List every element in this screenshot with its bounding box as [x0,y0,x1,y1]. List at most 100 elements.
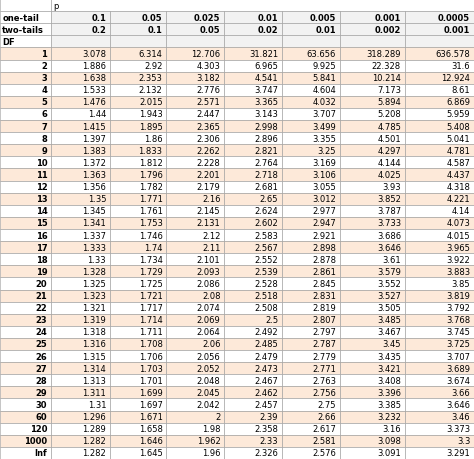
Bar [282,447,340,459]
Bar [340,302,405,314]
Text: 1.753: 1.753 [139,219,163,228]
Text: 3.707: 3.707 [312,110,336,119]
Text: 2.06: 2.06 [202,340,220,349]
Text: 2.12: 2.12 [202,231,220,240]
Bar [340,48,405,61]
Text: 30: 30 [36,400,47,409]
Bar [166,350,224,362]
Bar [282,375,340,386]
Text: 2.681: 2.681 [255,183,278,192]
Bar [166,362,224,375]
Bar [0,411,51,423]
Bar [110,362,166,375]
Text: 1.706: 1.706 [139,352,163,361]
Bar [166,84,224,97]
Text: 3.098: 3.098 [377,437,401,445]
Bar [166,24,224,36]
Text: 2.65: 2.65 [260,195,278,204]
Text: 3.883: 3.883 [446,267,470,276]
Text: 1.318: 1.318 [82,328,106,336]
Bar [282,435,340,447]
Bar [224,314,282,326]
Bar [166,121,224,133]
Text: 5.959: 5.959 [447,110,470,119]
Text: 2.33: 2.33 [260,437,278,445]
Text: 1.796: 1.796 [139,171,163,179]
Text: 20: 20 [36,280,47,288]
Bar [405,181,474,193]
Text: 0.001: 0.001 [374,14,401,22]
Text: 1.645: 1.645 [139,448,163,458]
Text: 2.145: 2.145 [197,207,220,216]
Bar [224,411,282,423]
Text: 4.781: 4.781 [447,146,470,156]
Bar [51,97,110,109]
Text: 1.533: 1.533 [82,86,106,95]
Bar [0,145,51,157]
Text: 3.646: 3.646 [377,243,401,252]
Bar [282,181,340,193]
Bar [340,266,405,278]
Bar [110,447,166,459]
Text: 1.658: 1.658 [139,424,163,433]
Text: 1.833: 1.833 [138,146,163,156]
Text: 2.101: 2.101 [197,255,220,264]
Bar [110,398,166,411]
Bar [110,266,166,278]
Bar [340,61,405,73]
Text: 1.296: 1.296 [82,412,106,421]
Text: 3.485: 3.485 [377,316,401,325]
Text: 3.46: 3.46 [452,412,470,421]
Bar [166,218,224,230]
Bar [166,411,224,423]
Bar [110,302,166,314]
Bar [224,145,282,157]
Text: 3.232: 3.232 [377,412,401,421]
Bar [110,36,166,48]
Bar [51,24,110,36]
Text: 3.66: 3.66 [451,388,470,397]
Text: 4.785: 4.785 [377,123,401,131]
Text: 2.069: 2.069 [197,316,220,325]
Text: 4.604: 4.604 [312,86,336,95]
Bar [0,181,51,193]
Text: 2.831: 2.831 [312,291,336,301]
Text: 24: 24 [36,328,47,336]
Text: 4.015: 4.015 [447,231,470,240]
Text: 2.39: 2.39 [260,412,278,421]
Text: 1.782: 1.782 [139,183,163,192]
Text: two-tails: two-tails [2,26,44,35]
Text: 4.303: 4.303 [197,62,220,71]
Bar [224,84,282,97]
Text: 2.771: 2.771 [312,364,336,373]
Bar [340,121,405,133]
Bar [0,447,51,459]
Text: 2.528: 2.528 [255,280,278,288]
Bar [110,121,166,133]
Bar [110,145,166,157]
Text: 3.365: 3.365 [254,98,278,107]
Bar [405,266,474,278]
Text: 3.725: 3.725 [447,340,470,349]
Text: 1.282: 1.282 [82,437,106,445]
Bar [282,350,340,362]
Text: 3.45: 3.45 [383,340,401,349]
Text: 4.501: 4.501 [377,134,401,143]
Text: 22: 22 [36,303,47,313]
Text: 2.045: 2.045 [197,388,220,397]
Text: 3.745: 3.745 [447,328,470,336]
Bar [340,12,405,24]
Text: 3.291: 3.291 [447,448,470,458]
Text: 1.711: 1.711 [139,328,163,336]
Text: 0.01: 0.01 [257,14,278,22]
Bar [340,241,405,254]
Text: 2.921: 2.921 [312,231,336,240]
Text: 1.476: 1.476 [82,98,106,107]
Text: 120: 120 [30,424,47,433]
Text: 1.337: 1.337 [82,231,106,240]
Bar [340,157,405,169]
Text: 1.721: 1.721 [139,291,163,301]
Bar [0,314,51,326]
Bar [224,218,282,230]
Bar [166,133,224,145]
